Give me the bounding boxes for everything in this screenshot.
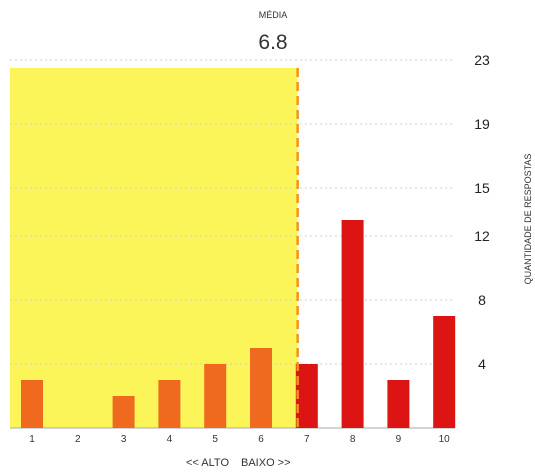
- bar-7: [295, 364, 318, 428]
- x-tick-label: 7: [304, 434, 310, 445]
- grid-lines: [10, 59, 455, 365]
- x-tick-label: 2: [75, 434, 81, 445]
- y-tick-label: 8: [478, 292, 486, 308]
- y-axis-label: QUANTIDADE DE RESPOSTAS: [523, 154, 533, 285]
- y-tick-labels: 4 8 12 15 19 23: [474, 52, 490, 372]
- y-tick-label: 12: [474, 228, 490, 244]
- x-tick-label: 8: [350, 434, 356, 445]
- bar-5: [204, 364, 227, 428]
- x-tick-label: 5: [212, 434, 218, 445]
- mean-label: MÉDIA: [259, 10, 288, 20]
- x-tick-label: 10: [439, 434, 451, 445]
- bar-6: [250, 348, 272, 428]
- x-label-right: BAIXO >>: [241, 457, 291, 469]
- bar-3: [112, 396, 135, 428]
- bars-group: [21, 220, 456, 428]
- y-tick-label: 19: [474, 116, 490, 132]
- bar-10: [433, 316, 456, 428]
- x-tick-labels: 1 2 3 4 5 6 7 8 9 10: [29, 434, 450, 445]
- mean-value: 6.8: [258, 31, 287, 54]
- x-tick-label: 4: [167, 434, 173, 445]
- bar-4: [158, 380, 181, 428]
- bar-8: [341, 220, 364, 428]
- y-tick-label: 15: [474, 180, 490, 196]
- highlight-region: [10, 68, 298, 428]
- y-tick-label: 23: [474, 52, 490, 68]
- x-tick-label: 6: [258, 434, 264, 445]
- x-tick-label: 9: [396, 434, 402, 445]
- x-label-left: << ALTO: [186, 457, 229, 469]
- y-tick-label: 4: [478, 356, 486, 372]
- bar-9: [387, 380, 410, 428]
- x-tick-label: 3: [121, 434, 127, 445]
- x-tick-label: 1: [29, 434, 35, 445]
- bar-1: [21, 380, 43, 428]
